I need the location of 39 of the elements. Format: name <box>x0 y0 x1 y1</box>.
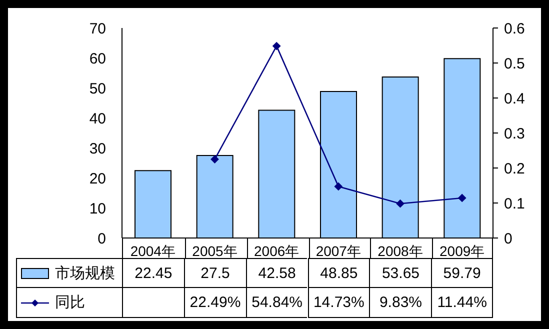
legend-label: 同比 <box>55 293 85 312</box>
x-tick-label: 2007年 <box>316 242 361 259</box>
point <box>272 42 281 50</box>
y2-tick-label: 0.2 <box>504 160 525 178</box>
y2-tick-label: 0 <box>504 230 512 248</box>
y2-tick-label: 0.3 <box>504 125 525 142</box>
y2-tick-label: 0.5 <box>504 55 525 72</box>
x-tick-label: 2004年 <box>130 242 176 259</box>
y-tick-label: 50 <box>89 80 106 98</box>
point <box>458 194 466 202</box>
y-tick-label: 30 <box>89 140 106 158</box>
data-label: 11.44% <box>431 288 493 318</box>
point <box>210 155 219 164</box>
y2-tick-label: 0.1 <box>504 195 525 212</box>
data-label: 53.65 <box>369 258 432 288</box>
x-tick-label: 2006年 <box>254 242 300 259</box>
data-label: 9.83% <box>369 288 432 318</box>
data-label: 59.79 <box>431 258 493 288</box>
data-label: 22.49% <box>184 288 246 318</box>
data-label: 14.73% <box>308 288 370 318</box>
point <box>396 200 404 208</box>
y2-tick-label: 0.4 <box>504 90 525 108</box>
data-label: 54.84% <box>246 288 308 318</box>
data-label: 42.58 <box>246 258 308 288</box>
y-tick-label: 10 <box>89 200 106 218</box>
data-label: 22.45 <box>122 258 184 288</box>
y-tick-label: 0 <box>98 230 106 248</box>
y-tick-label: 20 <box>89 170 106 188</box>
y-tick-label: 40 <box>89 110 106 128</box>
data-label: 27.5 <box>184 258 246 288</box>
y-tick-label: 60 <box>89 50 106 68</box>
legend-label: 市场规模 <box>55 264 115 282</box>
point <box>334 182 342 190</box>
data-label: 48.85 <box>308 258 370 288</box>
x-tick-label: 2005年 <box>192 242 238 259</box>
x-tick-label: 2008年 <box>378 242 423 259</box>
y-tick-label: 70 <box>89 20 106 38</box>
y2-tick-label: 0.6 <box>504 20 525 38</box>
x-tick-label: 2009年 <box>440 242 485 259</box>
